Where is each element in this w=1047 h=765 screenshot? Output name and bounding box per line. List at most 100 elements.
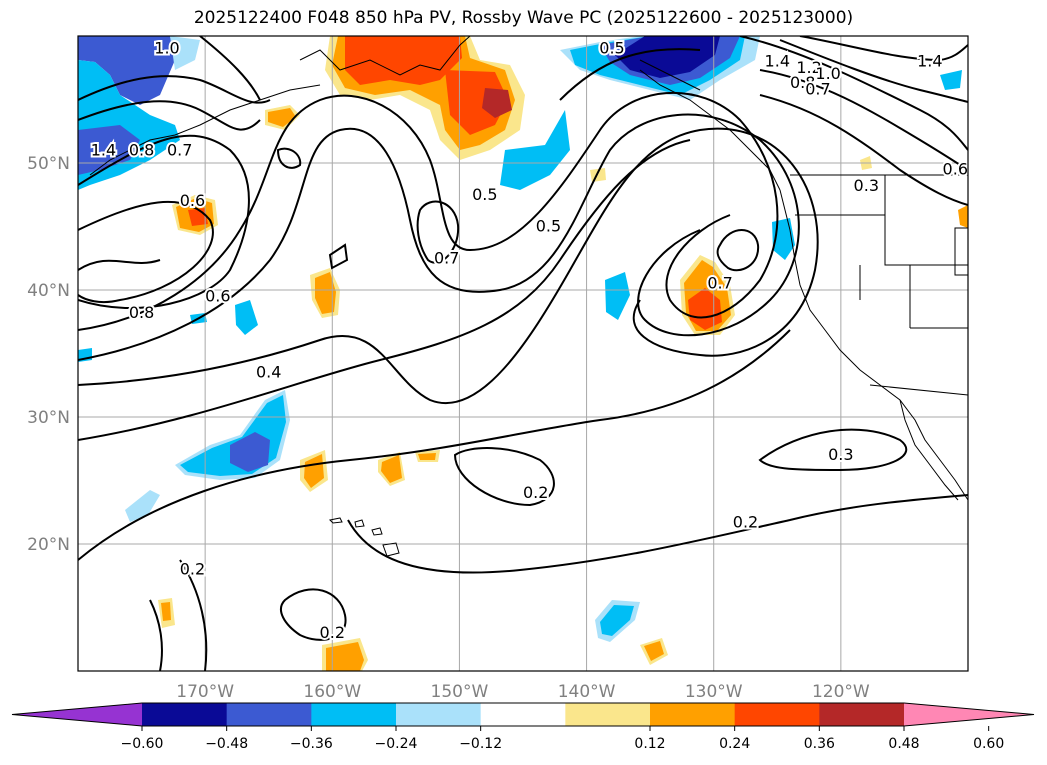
contour-line — [199, 36, 261, 101]
colorbar-tick-label: 0.60 — [973, 736, 1004, 752]
colorbar-tick-label: 0.12 — [634, 736, 665, 752]
contour-line — [179, 559, 208, 671]
shade-cyan-20 — [940, 70, 962, 90]
contour-label: 0.5 — [536, 217, 561, 236]
contour-line — [739, 36, 968, 151]
contour-line — [328, 243, 349, 270]
lon-tick-label: 140°W — [558, 682, 616, 702]
contour-line — [759, 94, 968, 206]
contour-line — [78, 259, 161, 271]
colorbar: −0.60 −0.48 −0.36 −0.24 −0.12 0.12 0.24 0.36 0.4… — [11, 702, 1035, 752]
contour-label: 0.6 — [180, 191, 205, 210]
contour-line — [78, 134, 250, 310]
contour-label: 0.2 — [320, 623, 345, 642]
contour-label: 0.2 — [523, 483, 548, 502]
lat-tick-label: 20°N — [27, 535, 70, 555]
lon-tick-labels: 170°W 160°W 150°W 140°W 130°W 120°W — [176, 682, 870, 702]
coastlines — [89, 36, 968, 557]
contour-line — [347, 494, 968, 574]
contour-line — [78, 75, 271, 104]
map-gridlines — [78, 36, 968, 671]
shade-red-top — [345, 36, 462, 85]
coastline-baja — [899, 399, 959, 501]
colorbar-segment — [819, 703, 905, 726]
shade-orange-18 — [326, 642, 364, 671]
colorbar-tick-label: 0.36 — [804, 736, 835, 752]
coastline-pacific-nw — [779, 189, 968, 501]
colorbar-tick-label: 0.24 — [719, 736, 750, 752]
contour-line — [78, 113, 800, 361]
shade-navy-goa — [615, 36, 720, 78]
shade-lightblue-14 — [125, 490, 160, 522]
contour-label: 1.0 — [154, 39, 179, 58]
shade-blue-30n — [230, 432, 270, 472]
lon-tick-label: 170°W — [176, 682, 234, 702]
contour-label: 0.3 — [828, 445, 853, 464]
shade-cyan-5 — [235, 300, 258, 335]
lat-tick-label: 50°N — [27, 154, 70, 174]
lon-tick-label: 160°W — [303, 682, 361, 702]
contour-label: 0.8 — [790, 73, 815, 92]
contour-label: 0.6 — [943, 159, 968, 178]
contour-label: 0.2 — [180, 559, 205, 578]
contour-label: 1.4 — [917, 51, 942, 70]
contour-line — [78, 100, 261, 131]
contour-label: 0.5 — [599, 39, 624, 58]
shade-cyan-2 — [500, 110, 570, 190]
contour-label: 0.2 — [733, 512, 758, 531]
colorbar-segment — [650, 703, 736, 726]
contour-line — [758, 428, 908, 472]
colorbar-extend-low — [12, 703, 142, 726]
colorbar-tick-label: −0.24 — [375, 736, 418, 752]
island-hawaii — [328, 517, 400, 557]
contour-line — [78, 127, 819, 405]
contour-label: 0.7 — [707, 274, 732, 293]
contour-line — [716, 229, 760, 272]
coastline-alaska — [299, 36, 471, 76]
contour-line — [78, 91, 779, 331]
contour-line — [149, 599, 163, 671]
shade-orange-12 — [381, 455, 402, 483]
contour-label: 0.7 — [167, 140, 192, 159]
colorbar-tick-label: −0.60 — [121, 736, 164, 752]
contour-labels: 1.0 0.51.4 0.8 0.70.6 0.50.50.70.60.80.70.40… — [89, 37, 970, 644]
lat-tick-label: 40°N — [27, 281, 70, 301]
lat-tick-label: 30°N — [27, 408, 70, 428]
map-title: 2025122400 F048 850 hPa PV, Rossby Wave … — [193, 8, 854, 28]
coastline-aleutians — [89, 84, 321, 176]
shade-orange-1 — [268, 108, 296, 127]
contour-label: 1.4 — [91, 140, 116, 159]
colorbar-segment — [734, 703, 820, 726]
contour-label: 1.2 — [796, 58, 821, 77]
shade-orange-15 — [161, 602, 171, 621]
shade-yellow-9 — [590, 168, 606, 182]
contour-line — [799, 36, 968, 62]
contour-line — [759, 69, 968, 171]
contour-label: 0.3 — [854, 176, 879, 195]
contour-line — [78, 139, 691, 441]
colorbar-segment — [396, 703, 482, 726]
contour-label: 1.0 — [815, 64, 840, 83]
contour-line — [416, 200, 460, 264]
contour-line — [78, 200, 214, 304]
shade-darkred-top — [482, 88, 512, 118]
colorbar-segment — [565, 703, 651, 726]
contour-label: 0.7 — [805, 79, 830, 98]
colorbar-extend-high — [904, 703, 1034, 726]
colorbar-tick-label: −0.12 — [459, 736, 502, 752]
contour-line — [559, 48, 701, 101]
colorbar-tick-label: 0.48 — [888, 736, 919, 752]
shade-orange-17 — [644, 641, 664, 661]
contour-label: 0.8 — [129, 140, 154, 159]
colorbar-segment — [142, 703, 228, 726]
colorbar-segment — [226, 703, 312, 726]
shade-red-top2 — [445, 70, 508, 135]
coastline-bc — [639, 69, 781, 191]
contour-line — [779, 39, 968, 103]
lat-tick-labels: 50°N 40°N 30°N 20°N — [27, 154, 70, 555]
contour-label: 0.6 — [205, 286, 230, 305]
contour-label: 0.5 — [472, 185, 497, 204]
pv-contours — [78, 36, 968, 671]
colorbar-segment — [480, 703, 566, 726]
